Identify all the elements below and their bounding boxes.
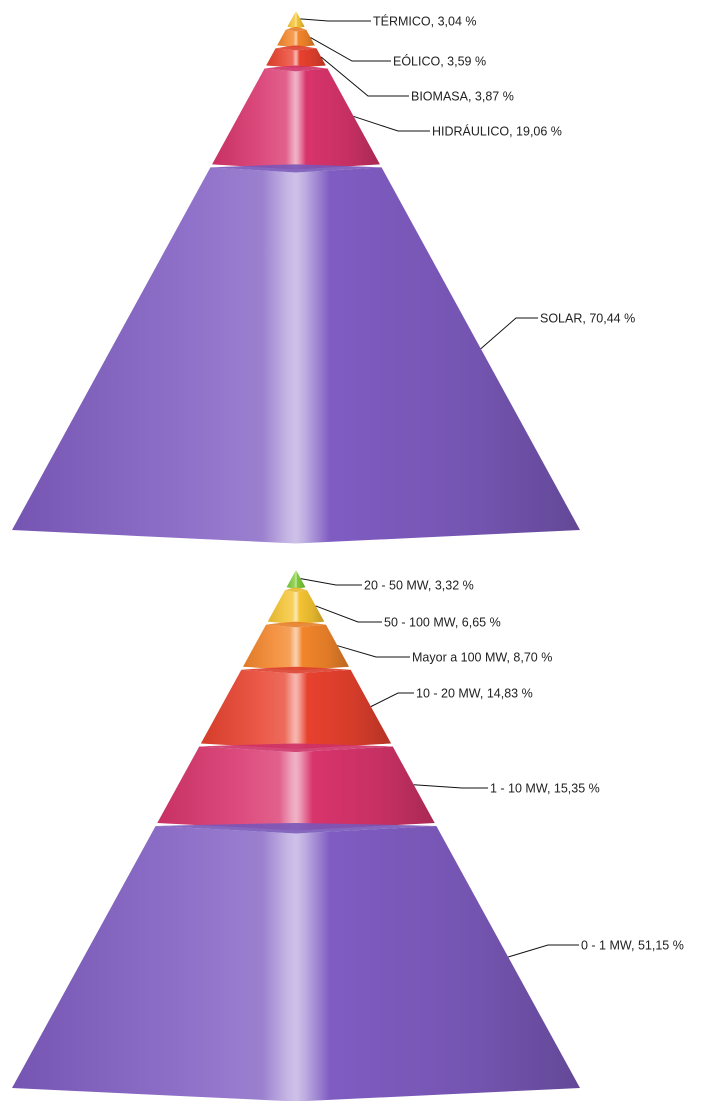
segment-label: 10 - 20 MW, 14,83 % [416,687,533,701]
pyramid-segment-rim [155,823,437,834]
leader-line [353,115,430,132]
pyramid-segment[interactable] [286,570,306,589]
segment-label: TÉRMICO, 3,04 % [373,14,477,29]
leader-line [337,645,410,658]
leader-line [315,605,382,623]
leader-line [370,692,414,708]
segment-label: BIOMASA, 3,87 % [411,90,514,104]
leader-line [413,784,488,789]
leader-line [480,317,538,350]
segment-label: 0 - 1 MW, 51,15 % [581,939,684,953]
leader-line [320,56,409,97]
pyramid-segment[interactable] [287,11,305,29]
pyramid-segment-rim [285,26,307,32]
pyramid-segment[interactable] [212,68,380,170]
segment-label: 50 - 100 MW, 6,65 % [384,616,501,630]
leader-line [508,944,579,958]
segment-label: 20 - 50 MW, 3,32 % [364,579,474,593]
pyramid-chart-energy-source: TÉRMICO, 3,04 % EÓLICO, 3,59 % BIOMASA, 3,… [12,11,635,544]
pyramid-segment[interactable] [242,624,350,671]
segment-label: HIDRÁULICO, 19,06 % [432,124,562,139]
pyramid-segment[interactable] [267,590,325,625]
pyramid-segment-rim [266,621,326,628]
pyramid-chart-capacity-range: 20 - 50 MW, 3,32 % 50 - 100 MW, 6,65 % May… [12,570,684,1101]
leader-line [310,37,391,62]
pyramid-segment-rim [210,164,382,173]
pyramid-segment[interactable] [277,29,315,48]
leader-line [300,578,362,586]
pyramid-segment-rim [199,743,393,753]
segment-label: SOLAR, 70,44 % [540,312,635,326]
segment-label: EÓLICO, 3,59 % [393,54,486,69]
leader-line [300,18,371,22]
pyramid-segment[interactable] [12,167,580,544]
pyramid-segment-rim [284,587,308,593]
pyramid-segment-rim [264,65,328,72]
pyramid-segment[interactable] [266,48,326,68]
pyramid-segment[interactable] [157,746,435,831]
segment-label: 1 - 10 MW, 15,35 % [490,782,600,796]
pyramid-segment-rim [275,45,317,51]
pyramid-segment[interactable] [12,826,580,1101]
pyramid-segment[interactable] [200,669,392,750]
pyramid-segment-rim [241,666,351,674]
segment-label: Mayor a 100 MW, 8,70 % [412,651,552,665]
